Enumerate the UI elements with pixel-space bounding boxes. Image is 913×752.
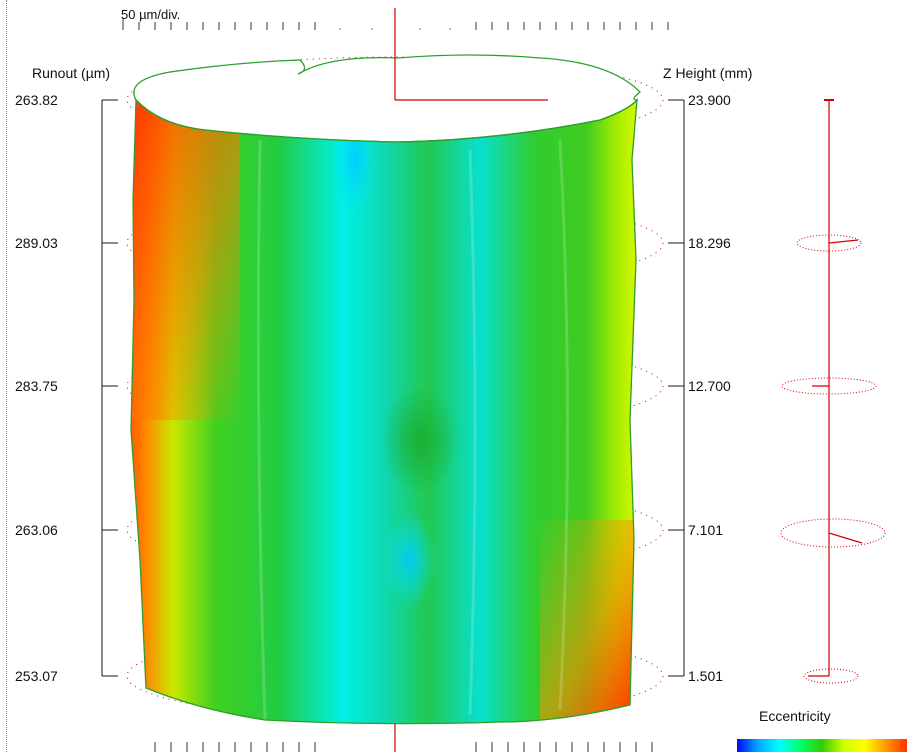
surface-outline (130, 98, 638, 725)
runout-axis-title: Runout (µm) (32, 65, 111, 81)
top-scale-dots (339, 28, 451, 30)
eccentricity-title: Eccentricity (759, 708, 831, 724)
z-tick-label: 1.501 (688, 668, 724, 684)
bottom-scale-ticks (154, 742, 653, 752)
center-axis (394, 8, 548, 752)
z-tick-label: 7.101 (688, 522, 724, 538)
runout-tick-label: 283.75 (15, 378, 58, 394)
runout-axis (101, 99, 118, 677)
z-height-axis-title: Z Height (mm) (663, 65, 753, 81)
runout-tick-label: 289.03 (15, 235, 58, 251)
eccentricity-colorbar (737, 739, 907, 752)
z-axis (668, 99, 685, 677)
runout-tick-label: 263.82 (15, 92, 58, 108)
viewport-border (6, 0, 7, 752)
runout-tick-label: 263.06 (15, 522, 58, 538)
scale-label: 50 µm/div. (121, 7, 181, 22)
z-tick-label: 18.296 (688, 235, 731, 251)
z-tick-label: 23.900 (688, 92, 731, 108)
runout-tick-label: 253.07 (15, 668, 58, 684)
top-scale-ticks (122, 18, 669, 30)
eccentricity-indicator (780, 99, 886, 684)
runout-surface (131, 100, 637, 724)
z-tick-label: 12.700 (688, 378, 731, 394)
